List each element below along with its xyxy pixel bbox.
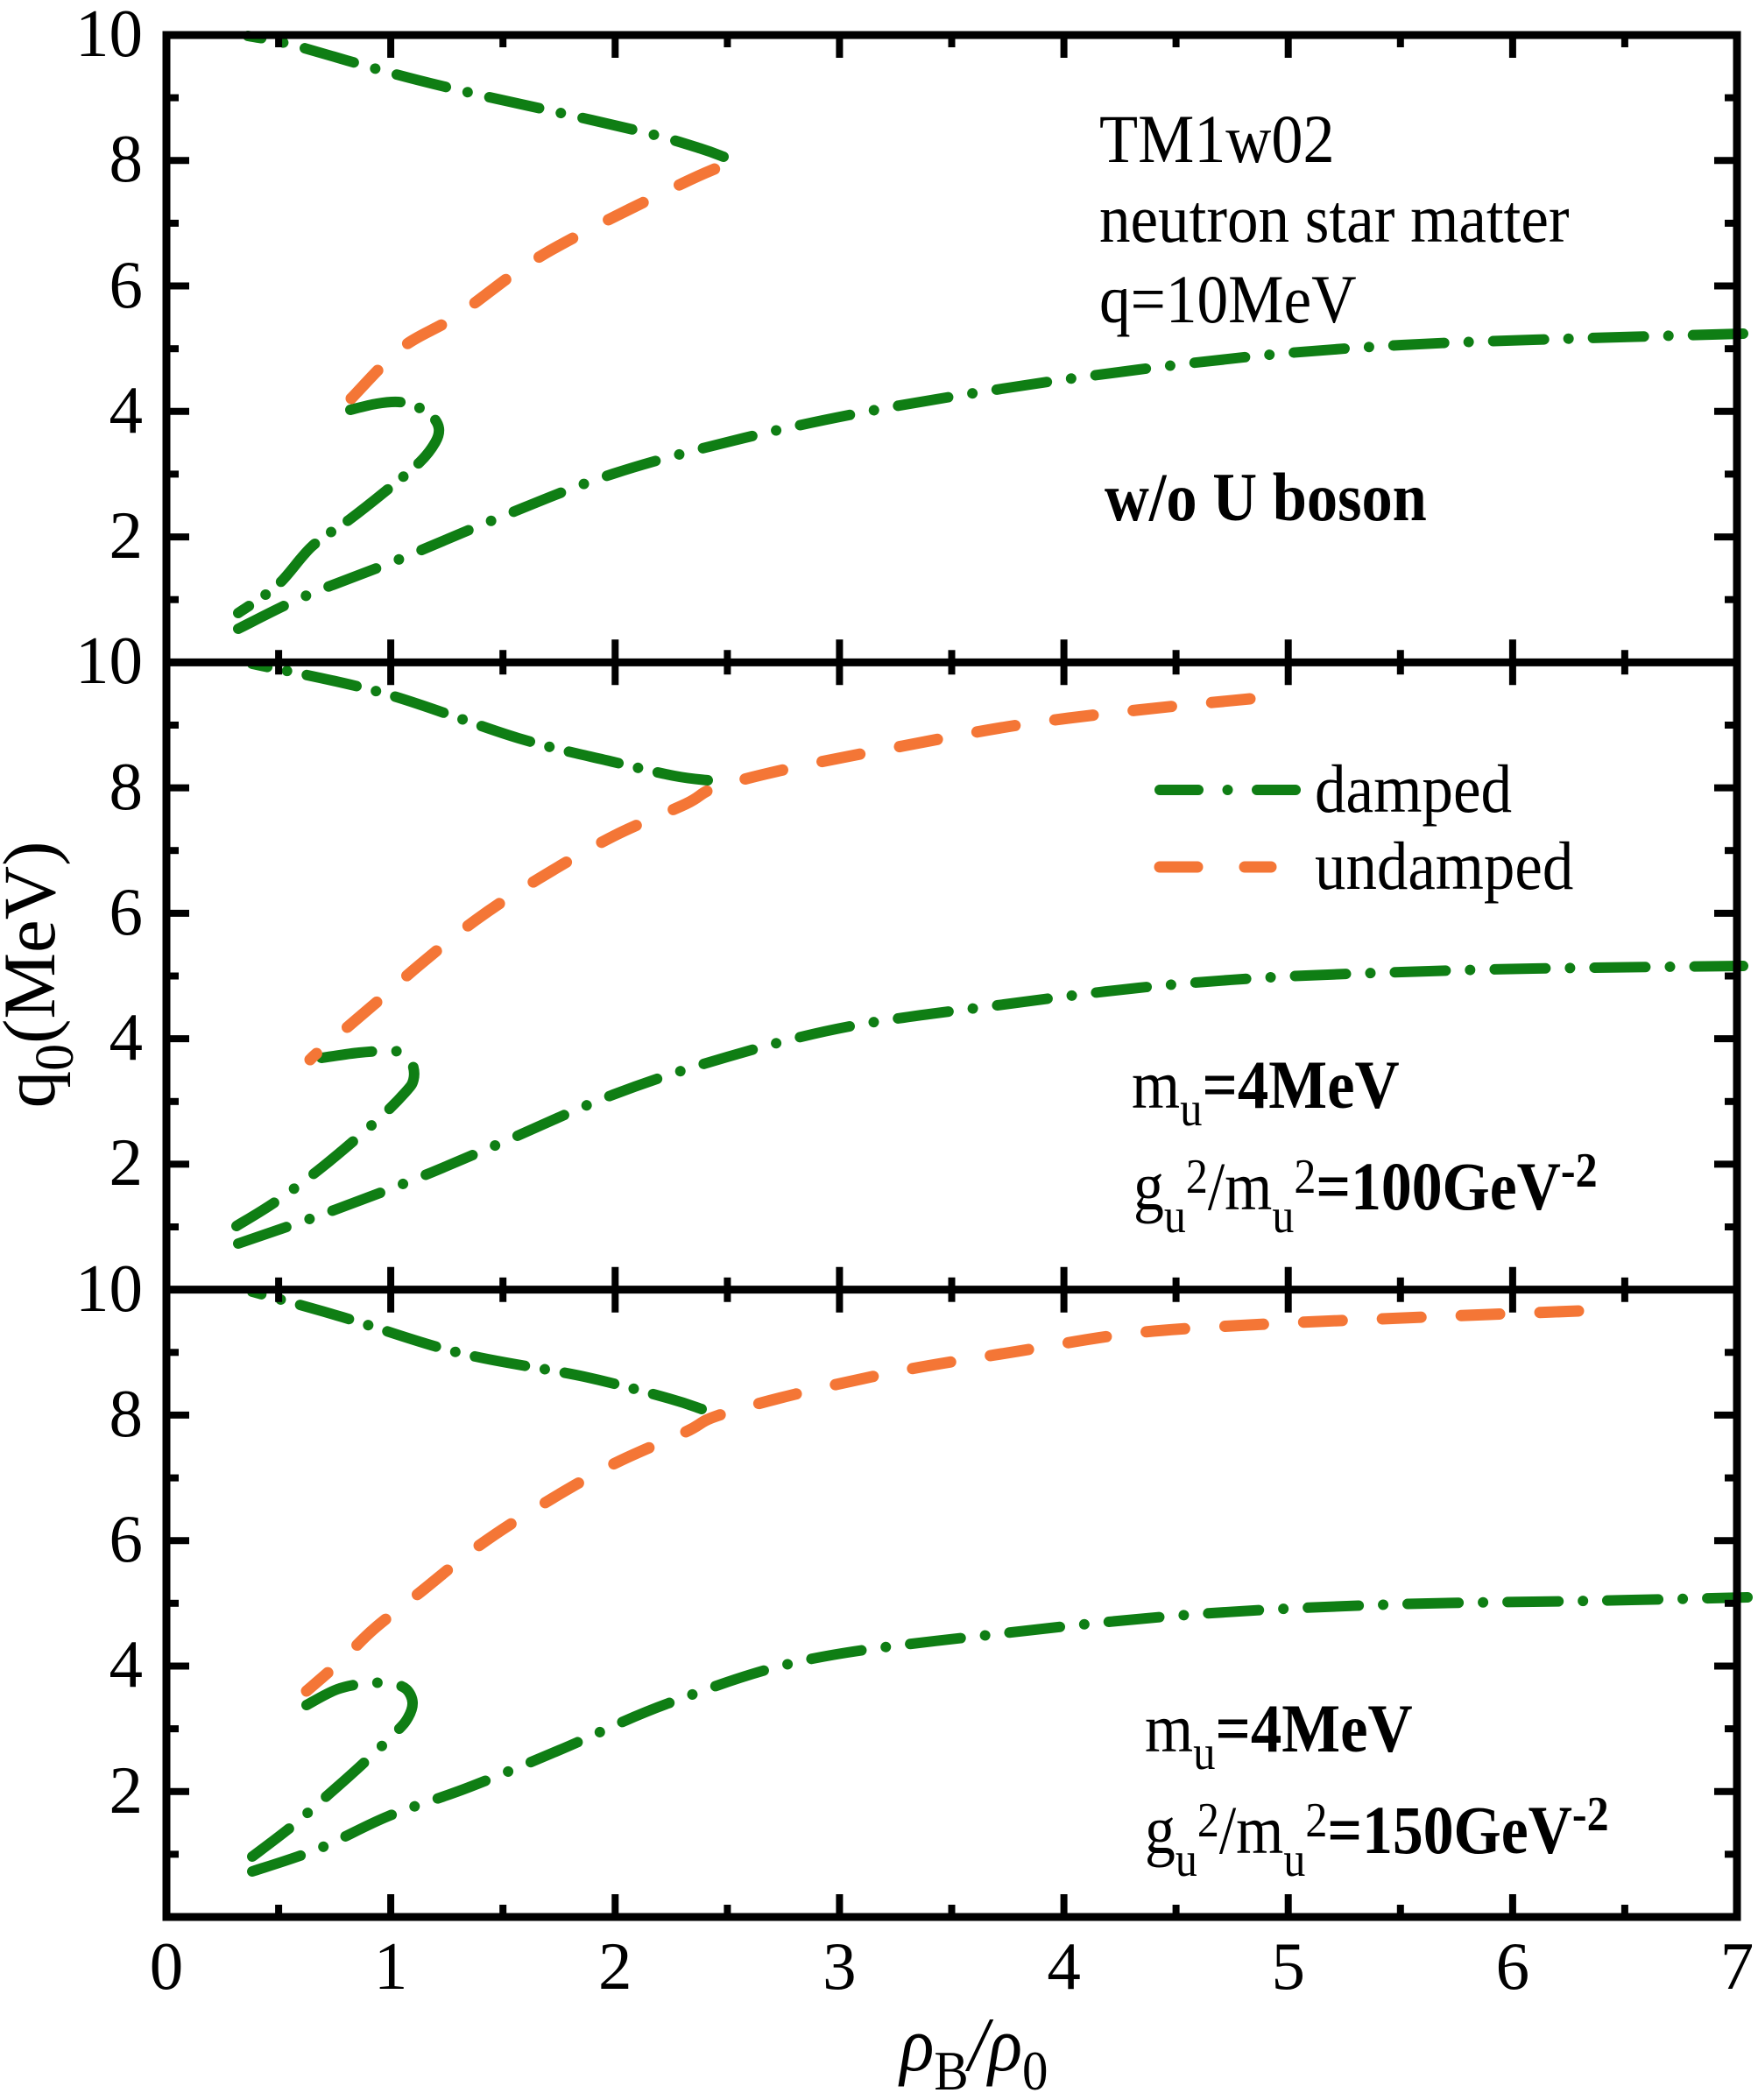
svg-text:4: 4: [109, 999, 144, 1075]
svg-text:gu2/mu2=150GeV-2: gu2/mu2=150GeV-2: [1145, 1787, 1609, 1886]
svg-text:6: 6: [109, 1501, 144, 1576]
svg-text:10: 10: [75, 0, 143, 71]
svg-text:10: 10: [75, 1251, 143, 1326]
svg-text:6: 6: [109, 874, 144, 949]
svg-text:8: 8: [109, 1376, 144, 1451]
svg-text:5: 5: [1271, 1928, 1305, 2004]
svg-text:8: 8: [109, 121, 144, 196]
svg-text:4: 4: [109, 372, 144, 447]
svg-text:0: 0: [150, 1928, 184, 2004]
svg-text:mu=4MeV: mu=4MeV: [1145, 1692, 1413, 1780]
svg-text:3: 3: [823, 1928, 857, 2004]
svg-text:4: 4: [109, 1626, 144, 1702]
svg-text:mu=4MeV: mu=4MeV: [1132, 1048, 1400, 1137]
svg-text:8: 8: [109, 749, 144, 824]
svg-text:2: 2: [598, 1928, 632, 2004]
svg-text:undamped: undamped: [1315, 829, 1573, 905]
svg-text:4: 4: [1047, 1928, 1081, 2004]
svg-text:10: 10: [75, 623, 143, 698]
svg-text:6: 6: [1496, 1928, 1530, 2004]
svg-text:1: 1: [374, 1928, 408, 2004]
svg-text:2: 2: [109, 497, 144, 573]
svg-text:TM1w02: TM1w02: [1099, 102, 1335, 177]
svg-text:neutron star matter: neutron star matter: [1099, 182, 1570, 257]
svg-text:2: 2: [109, 1124, 144, 1200]
svg-text:w/o U boson: w/o U boson: [1105, 461, 1427, 536]
svg-text:damped: damped: [1315, 751, 1512, 828]
svg-text:7: 7: [1720, 1928, 1754, 2004]
svg-text:ρB/ρ0: ρB/ρ0: [898, 2003, 1048, 2100]
svg-text:2: 2: [109, 1752, 144, 1828]
svg-text:6: 6: [109, 247, 144, 322]
svg-text:q=10MeV: q=10MeV: [1099, 262, 1357, 338]
